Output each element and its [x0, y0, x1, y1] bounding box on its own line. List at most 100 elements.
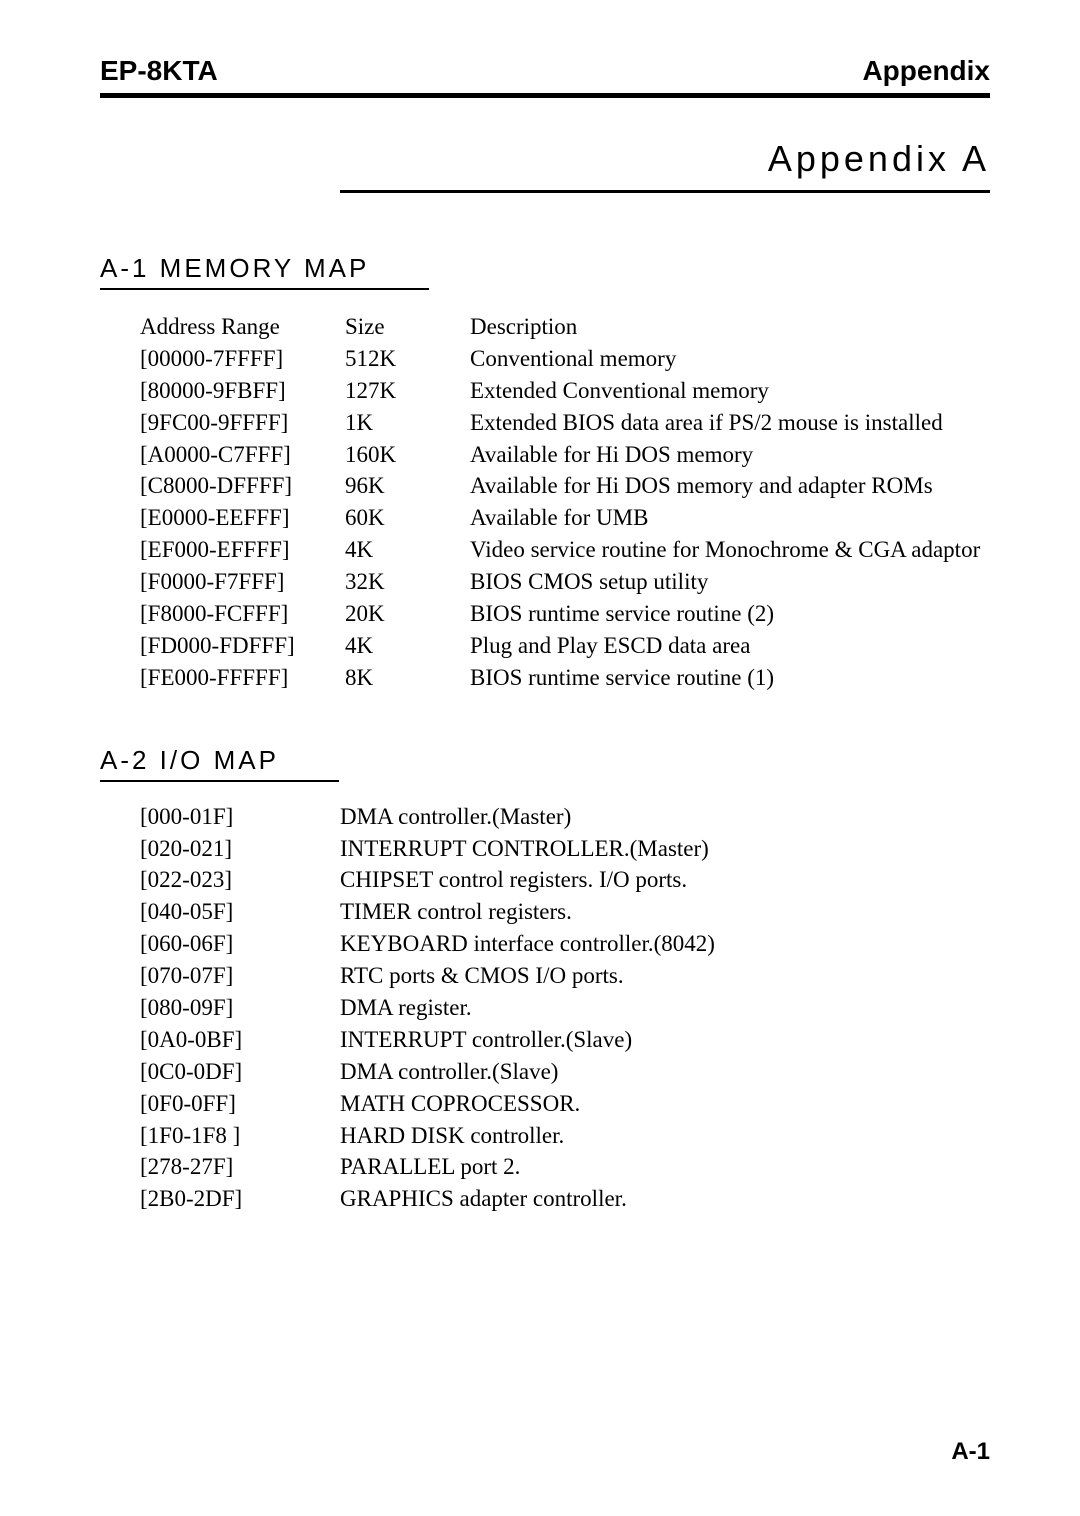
cell-description: DMA controller.(Slave): [340, 1057, 990, 1087]
page-header: EP-8KTA Appendix: [100, 55, 990, 98]
cell-address: [1F0-1F8 ]: [140, 1121, 340, 1151]
memory-map-table: Address Range Size Description [00000-7F…: [100, 312, 990, 693]
cell-address: [0F0-0FF]: [140, 1089, 340, 1119]
cell-description: GRAPHICS adapter controller.: [340, 1184, 990, 1214]
table-row: [060-06F]KEYBOARD interface controller.(…: [140, 929, 990, 959]
cell-description: HARD DISK controller.: [340, 1121, 990, 1151]
cell-size: 8K: [345, 663, 470, 693]
cell-size: 4K: [345, 535, 470, 565]
table-row: [0A0-0BF]INTERRUPT controller.(Slave): [140, 1025, 990, 1055]
cell-description: Plug and Play ESCD data area: [470, 631, 990, 661]
cell-address: [F0000-F7FFF]: [140, 567, 345, 597]
cell-description: CHIPSET control registers. I/O ports.: [340, 865, 990, 895]
table-row: [F0000-F7FFF]32KBIOS CMOS setup utility: [140, 567, 990, 597]
cell-description: INTERRUPT CONTROLLER.(Master): [340, 834, 990, 864]
col-header-size: Size: [345, 312, 470, 342]
cell-address: [9FC00-9FFFF]: [140, 408, 345, 438]
cell-size: 32K: [345, 567, 470, 597]
table-row: [80000-9FBFF]127KExtended Conventional m…: [140, 376, 990, 406]
cell-size: 160K: [345, 440, 470, 470]
appendix-title: Appendix A: [340, 138, 990, 193]
table-row: [EF000-EFFFF]4KVideo service routine for…: [140, 535, 990, 565]
cell-address: [040-05F]: [140, 897, 340, 927]
table-row: [0C0-0DF]DMA controller.(Slave): [140, 1057, 990, 1087]
table-row: [022-023]CHIPSET control registers. I/O …: [140, 865, 990, 895]
cell-address: [070-07F]: [140, 961, 340, 991]
table-row: [000-01F]DMA controller.(Master): [140, 802, 990, 832]
cell-address: [022-023]: [140, 865, 340, 895]
table-row: [1F0-1F8 ]HARD DISK controller.: [140, 1121, 990, 1151]
cell-description: DMA register.: [340, 993, 990, 1023]
table-row: [A0000-C7FFF]160KAvailable for Hi DOS me…: [140, 440, 990, 470]
table-row: [020-021]INTERRUPT CONTROLLER.(Master): [140, 834, 990, 864]
cell-size: 1K: [345, 408, 470, 438]
table-row: [E0000-EEFFF]60KAvailable for UMB: [140, 503, 990, 533]
cell-description: BIOS CMOS setup utility: [470, 567, 990, 597]
table-row: [0F0-0FF]MATH COPROCESSOR.: [140, 1089, 990, 1119]
table-row: [00000-7FFFF]512KConventional memory: [140, 344, 990, 374]
cell-address: [C8000-DFFFF]: [140, 471, 345, 501]
cell-address: [020-021]: [140, 834, 340, 864]
cell-description: DMA controller.(Master): [340, 802, 990, 832]
cell-address: [080-09F]: [140, 993, 340, 1023]
cell-address: [80000-9FBFF]: [140, 376, 345, 406]
cell-description: BIOS runtime service routine (2): [470, 599, 990, 629]
table-row: [278-27F]PARALLEL port 2.: [140, 1152, 990, 1182]
appendix-title-text: Appendix A: [768, 138, 990, 179]
cell-address: [FD000-FDFFF]: [140, 631, 345, 661]
cell-size: 96K: [345, 471, 470, 501]
table-row: [9FC00-9FFFF]1KExtended BIOS data area i…: [140, 408, 990, 438]
table-row: [C8000-DFFFF]96KAvailable for Hi DOS mem…: [140, 471, 990, 501]
header-left-label: EP-8KTA: [100, 55, 218, 87]
cell-description: BIOS runtime service routine (1): [470, 663, 990, 693]
table-row: [070-07F]RTC ports & CMOS I/O ports.: [140, 961, 990, 991]
section-title-io-map: A-2 I/O MAP: [100, 745, 339, 782]
cell-description: Extended BIOS data area if PS/2 mouse is…: [470, 408, 990, 438]
io-map-table: [000-01F]DMA controller.(Master) [020-02…: [100, 802, 990, 1215]
cell-address: [00000-7FFFF]: [140, 344, 345, 374]
cell-size: 60K: [345, 503, 470, 533]
document-page: EP-8KTA Appendix Appendix A A-1 MEMORY M…: [0, 0, 1080, 1516]
cell-description: RTC ports & CMOS I/O ports.: [340, 961, 990, 991]
section-io-map: A-2 I/O MAP [000-01F]DMA controller.(Mas…: [100, 695, 990, 1215]
cell-address: [E0000-EEFFF]: [140, 503, 345, 533]
table-row: [040-05F]TIMER control registers.: [140, 897, 990, 927]
table-row: [2B0-2DF]GRAPHICS adapter controller.: [140, 1184, 990, 1214]
cell-address: [FE000-FFFFF]: [140, 663, 345, 693]
cell-description: Video service routine for Monochrome & C…: [470, 535, 990, 565]
page-number: A-1: [951, 1438, 990, 1466]
table-header-row: Address Range Size Description: [140, 312, 990, 342]
cell-description: Available for UMB: [470, 503, 990, 533]
section-title-memory-map: A-1 MEMORY MAP: [100, 253, 429, 290]
col-header-description: Description: [470, 312, 990, 342]
cell-description: PARALLEL port 2.: [340, 1152, 990, 1182]
cell-address: [0C0-0DF]: [140, 1057, 340, 1087]
cell-description: Available for Hi DOS memory and adapter …: [470, 471, 990, 501]
cell-description: Extended Conventional memory: [470, 376, 990, 406]
cell-address: [000-01F]: [140, 802, 340, 832]
cell-description: Conventional memory: [470, 344, 990, 374]
cell-address: [2B0-2DF]: [140, 1184, 340, 1214]
cell-address: [EF000-EFFFF]: [140, 535, 345, 565]
cell-description: MATH COPROCESSOR.: [340, 1089, 990, 1119]
cell-address: [0A0-0BF]: [140, 1025, 340, 1055]
table-row: [FE000-FFFFF]8KBIOS runtime service rout…: [140, 663, 990, 693]
cell-size: 512K: [345, 344, 470, 374]
cell-size: 127K: [345, 376, 470, 406]
table-row: [FD000-FDFFF]4KPlug and Play ESCD data a…: [140, 631, 990, 661]
table-row: [F8000-FCFFF]20KBIOS runtime service rou…: [140, 599, 990, 629]
cell-description: TIMER control registers.: [340, 897, 990, 927]
cell-size: 20K: [345, 599, 470, 629]
col-header-address: Address Range: [140, 312, 345, 342]
header-right-label: Appendix: [862, 55, 990, 87]
cell-description: Available for Hi DOS memory: [470, 440, 990, 470]
cell-description: KEYBOARD interface controller.(8042): [340, 929, 990, 959]
cell-address: [A0000-C7FFF]: [140, 440, 345, 470]
section-memory-map: A-1 MEMORY MAP Address Range Size Descri…: [100, 193, 990, 693]
cell-description: INTERRUPT controller.(Slave): [340, 1025, 990, 1055]
cell-address: [F8000-FCFFF]: [140, 599, 345, 629]
cell-address: [060-06F]: [140, 929, 340, 959]
cell-address: [278-27F]: [140, 1152, 340, 1182]
cell-size: 4K: [345, 631, 470, 661]
table-row: [080-09F]DMA register.: [140, 993, 990, 1023]
